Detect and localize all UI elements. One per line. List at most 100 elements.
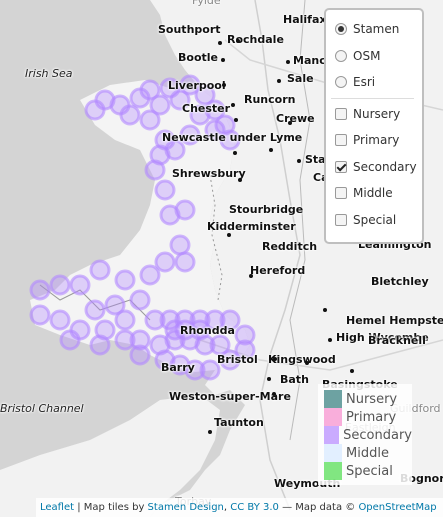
base-layer-osm[interactable]: OSM <box>335 43 422 70</box>
legend-swatch <box>324 444 342 462</box>
school-marker[interactable] <box>29 304 51 326</box>
school-marker[interactable] <box>84 99 106 121</box>
school-marker[interactable] <box>104 294 126 316</box>
school-marker[interactable] <box>89 259 111 281</box>
school-marker[interactable] <box>114 309 136 331</box>
school-marker[interactable] <box>49 274 71 296</box>
school-marker[interactable] <box>144 309 166 331</box>
school-marker[interactable] <box>169 89 191 111</box>
school-marker[interactable] <box>114 269 136 291</box>
school-marker[interactable] <box>154 251 176 273</box>
school-marker[interactable] <box>139 109 161 131</box>
legend-item-special: Special <box>318 462 412 480</box>
place-label: Barry <box>161 361 195 374</box>
overlay-primary[interactable]: Primary <box>335 127 422 154</box>
school-marker[interactable] <box>189 319 211 341</box>
base-layer-stamen[interactable]: Stamen <box>335 16 422 43</box>
place-label: Redditch <box>262 240 318 253</box>
overlay-special[interactable]: Special <box>335 207 422 234</box>
school-marker[interactable] <box>69 274 91 296</box>
city-dot <box>277 79 281 83</box>
school-marker[interactable] <box>194 84 216 106</box>
school-marker[interactable] <box>49 309 71 331</box>
city-dot <box>305 361 309 365</box>
base-layer-esri[interactable]: Esri <box>335 69 422 96</box>
place-label: Manc <box>293 54 326 67</box>
school-marker[interactable] <box>129 344 151 366</box>
radio-stamen[interactable] <box>335 23 347 36</box>
school-marker[interactable] <box>129 87 151 109</box>
legend-item-secondary: Secondary <box>318 426 412 444</box>
place-label: Fylde <box>192 0 221 7</box>
school-marker[interactable] <box>59 329 81 351</box>
place-label: Bracknell <box>368 334 426 347</box>
school-marker[interactable] <box>129 289 151 311</box>
checkbox-secondary[interactable] <box>335 160 347 173</box>
city-dot <box>297 159 301 163</box>
place-label: Rochdale <box>227 33 284 46</box>
school-marker[interactable] <box>174 251 196 273</box>
city-dot <box>208 430 212 434</box>
school-marker[interactable] <box>219 349 241 371</box>
radio-esri[interactable] <box>335 76 347 89</box>
legend-swatch <box>324 390 342 408</box>
city-dot <box>249 274 253 278</box>
overlay-label: Nursery <box>353 106 401 121</box>
school-marker[interactable] <box>234 324 256 346</box>
overlay-label: Primary <box>353 133 400 148</box>
checkbox-nursery[interactable] <box>335 107 347 120</box>
place-label: Bristol <box>217 353 258 366</box>
city-dot <box>286 60 290 64</box>
school-marker[interactable] <box>114 329 136 351</box>
city-dot <box>236 39 240 43</box>
overlay-middle[interactable]: Middle <box>335 180 422 207</box>
place-label: Stourbridge <box>229 203 304 216</box>
checkbox-special[interactable] <box>335 213 347 226</box>
school-marker[interactable] <box>154 179 176 201</box>
school-marker[interactable] <box>159 204 181 226</box>
school-marker[interactable] <box>189 104 211 126</box>
attribution-text: , <box>223 502 231 513</box>
license-link[interactable]: CC BY 3.0 <box>230 502 279 513</box>
city-dot <box>267 377 271 381</box>
school-marker[interactable] <box>209 334 231 356</box>
school-marker[interactable] <box>204 119 226 141</box>
city-dot <box>221 58 225 62</box>
school-marker[interactable] <box>164 319 186 341</box>
city-dot <box>238 178 242 182</box>
school-marker[interactable] <box>29 279 51 301</box>
legend-label: Primary <box>346 409 397 425</box>
school-marker[interactable] <box>219 129 241 151</box>
school-marker[interactable] <box>139 264 161 286</box>
attribution-text: | Map tiles by <box>74 502 148 513</box>
radio-osm[interactable] <box>335 49 347 62</box>
school-marker[interactable] <box>84 299 106 321</box>
school-marker[interactable] <box>204 309 226 331</box>
school-marker[interactable] <box>119 104 141 126</box>
school-marker[interactable] <box>149 94 171 116</box>
school-marker[interactable] <box>89 334 111 356</box>
osm-link[interactable]: OpenStreetMap <box>358 502 437 513</box>
school-marker[interactable] <box>179 124 201 146</box>
place-label: Newcastle under Lyme <box>162 131 303 144</box>
place-label: Kingswood <box>268 353 336 366</box>
school-marker[interactable] <box>219 309 241 331</box>
city-dot <box>227 233 231 237</box>
school-marker[interactable] <box>129 329 151 351</box>
legend: Nursery Primary Secondary Middle Special <box>318 384 412 485</box>
leaflet-link[interactable]: Leaflet <box>40 502 75 513</box>
stamen-link[interactable]: Stamen Design <box>147 502 224 513</box>
overlay-secondary[interactable]: Secondary <box>335 154 422 181</box>
overlay-nursery[interactable]: Nursery <box>335 101 422 128</box>
school-marker[interactable] <box>234 339 256 361</box>
place-label: Hemel Hempstea <box>346 314 443 327</box>
checkbox-primary[interactable] <box>335 134 347 147</box>
school-marker[interactable] <box>159 309 181 331</box>
school-marker[interactable] <box>199 359 221 381</box>
school-marker[interactable] <box>169 234 191 256</box>
school-marker[interactable] <box>144 159 166 181</box>
school-marker[interactable] <box>164 139 186 161</box>
layers-control[interactable]: Stamen OSM Esri Nursery Primary Secondar… <box>324 8 424 244</box>
checkbox-middle[interactable] <box>335 187 347 200</box>
school-marker[interactable] <box>179 74 201 96</box>
